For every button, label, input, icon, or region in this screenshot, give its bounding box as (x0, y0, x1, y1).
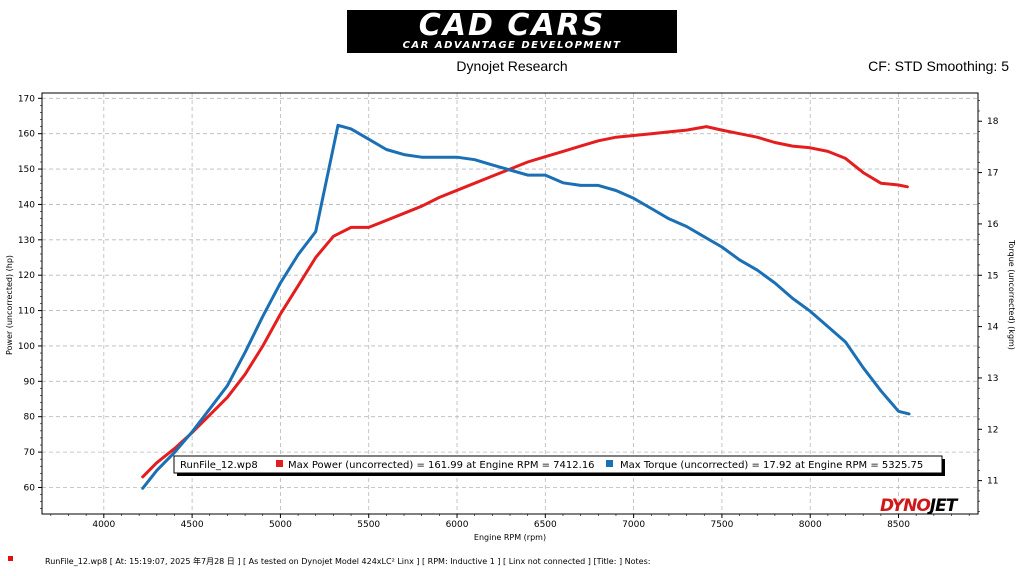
x-tick-label: 5500 (357, 520, 380, 530)
y2-tick-label: 13 (987, 374, 998, 384)
torque-series-line (141, 123, 911, 490)
x-tick-label: 6000 (446, 520, 469, 530)
x-tick-label: 8500 (887, 520, 910, 530)
logo-sub-text: CAR ADVANTAGE DEVELOPMENT (402, 40, 622, 51)
y-tick-label: 120 (18, 271, 35, 281)
grid-lines (42, 93, 978, 514)
y2-tick-label: 17 (987, 169, 998, 179)
footer-marker (8, 556, 13, 561)
power-series-line (141, 125, 909, 479)
x-tick-label: 4000 (92, 520, 115, 530)
x-tick-label: 4500 (181, 520, 204, 530)
dynojet-logo: DYNOJET (880, 496, 958, 516)
x-tick-label: 8000 (799, 520, 822, 530)
x-tick-label: 6500 (534, 520, 557, 530)
legend-power-label: Max Power (uncorrected) = 161.99 at Engi… (288, 460, 595, 471)
y-tick-label: 130 (18, 236, 35, 246)
cad-cars-logo: CAD CARS CAR ADVANTAGE DEVELOPMENT (347, 10, 677, 53)
legend: RunFile_12.wp8 Max Power (uncorrected) =… (173, 455, 945, 476)
logo-main-text: CAD CARS (418, 8, 606, 43)
x-tick-label: 7000 (622, 520, 645, 530)
y-tick-label: 160 (18, 130, 35, 140)
y-tick-label: 110 (18, 307, 35, 317)
x-tick-label: 5000 (269, 520, 292, 530)
x-axis-label: Engine RPM (rpm) (474, 533, 546, 542)
y2-tick-label: 18 (987, 117, 999, 127)
series-lines (141, 123, 911, 490)
y-tick-label: 80 (24, 413, 36, 423)
brand-part2: JET (929, 496, 958, 516)
y-tick-label: 150 (18, 165, 35, 175)
x-tick-label: 7500 (710, 520, 733, 530)
y2-tick-label: 11 (987, 477, 998, 487)
legend-torque-label: Max Torque (uncorrected) = 17.92 at Engi… (620, 460, 923, 471)
y2-tick-label: 12 (987, 425, 998, 435)
legend-torque-swatch (606, 460, 613, 467)
y-axis-left-label: Power (uncorrected) (hp) (5, 255, 14, 355)
legend-box (173, 455, 943, 474)
brand-part1: DYNO (880, 496, 931, 516)
x-axis-ticks: 4000 4500 5000 5500 6000 6500 7000 7500 8000 8500 (50, 514, 970, 530)
y-tick-label: 140 (18, 200, 35, 210)
chart-subtitle: Dynojet Research (456, 58, 568, 74)
y-tick-label: 90 (24, 377, 36, 387)
y-tick-label: 170 (18, 94, 35, 104)
legend-power-swatch (276, 460, 283, 467)
y2-tick-label: 14 (987, 323, 999, 333)
y-tick-label: 60 (24, 483, 36, 493)
y-axis-right-ticks: 11 12 13 14 15 16 17 18 (978, 100, 999, 512)
y-axis-right-label: Torque (uncorrected) (kgm) (1007, 239, 1016, 350)
y2-tick-label: 16 (987, 220, 999, 230)
y-tick-label: 100 (18, 342, 35, 352)
y-tick-label: 70 (24, 448, 36, 458)
legend-file: RunFile_12.wp8 (180, 460, 258, 471)
footer-run-info: RunFile_12.wp8 [ At: 15:19:07, 2025 年7月2… (45, 557, 651, 566)
correction-factor: CF: STD Smoothing: 5 (868, 58, 1009, 74)
y-axis-left-ticks: 60 70 80 90 100 110 120 130 140 150 160 170 (18, 94, 42, 509)
y2-tick-label: 15 (987, 271, 998, 281)
